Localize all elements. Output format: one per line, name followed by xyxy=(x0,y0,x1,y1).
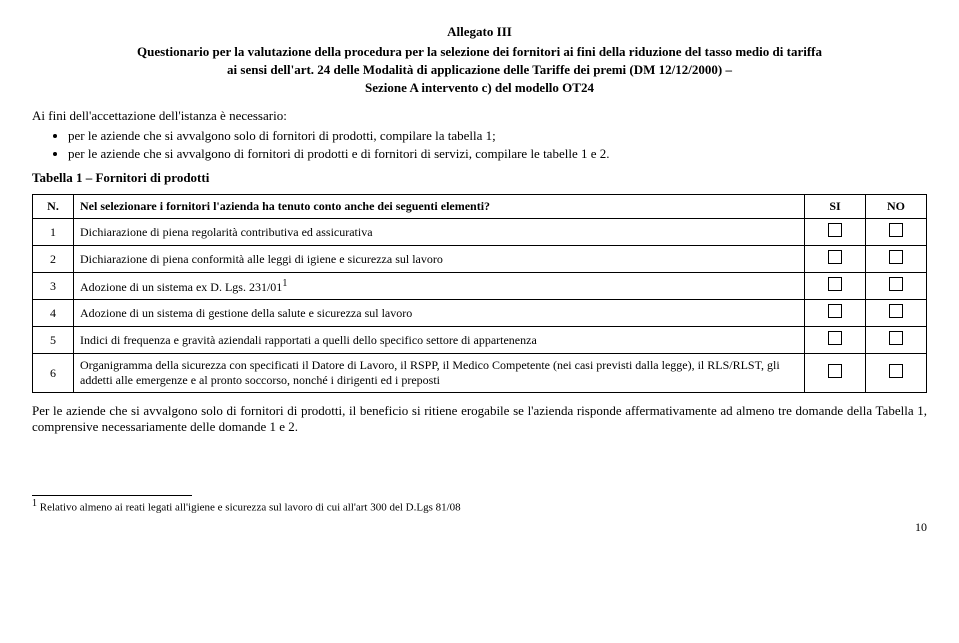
col-n: N. xyxy=(33,195,74,219)
table-header-row: N. Nel selezionare i fornitori l'azienda… xyxy=(33,195,927,219)
fornitori-table: N. Nel selezionare i fornitori l'azienda… xyxy=(32,194,927,393)
checkbox-icon[interactable] xyxy=(828,331,842,345)
checkbox-cell-si[interactable] xyxy=(805,246,866,273)
page-number: 10 xyxy=(32,520,927,535)
bullet-item: per le aziende che si avvalgono di forni… xyxy=(68,146,927,162)
table-row: 1Dichiarazione di piena regolarità contr… xyxy=(33,219,927,246)
checkbox-cell-si[interactable] xyxy=(805,354,866,393)
bullet-item: per le aziende che si avvalgono solo di … xyxy=(68,128,927,144)
checkbox-icon[interactable] xyxy=(828,277,842,291)
col-question: Nel selezionare i fornitori l'azienda ha… xyxy=(74,195,805,219)
checkbox-icon[interactable] xyxy=(828,364,842,378)
table-row: 4Adozione di un sistema di gestione dell… xyxy=(33,300,927,327)
checkbox-cell-no[interactable] xyxy=(866,273,927,300)
row-question: Indici di frequenza e gravità aziendali … xyxy=(74,327,805,354)
checkbox-icon[interactable] xyxy=(889,331,903,345)
checkbox-cell-no[interactable] xyxy=(866,300,927,327)
checkbox-icon[interactable] xyxy=(828,223,842,237)
checkbox-icon[interactable] xyxy=(889,277,903,291)
row-number: 6 xyxy=(33,354,74,393)
row-question: Adozione di un sistema di gestione della… xyxy=(74,300,805,327)
bullet-list: per le aziende che si avvalgono solo di … xyxy=(32,128,927,162)
checkbox-cell-no[interactable] xyxy=(866,219,927,246)
table-row: 5Indici di frequenza e gravità aziendali… xyxy=(33,327,927,354)
row-number: 2 xyxy=(33,246,74,273)
header-line3: Sezione A intervento c) del modello OT24 xyxy=(32,80,927,96)
checkbox-icon[interactable] xyxy=(828,304,842,318)
table-row: 3Adozione di un sistema ex D. Lgs. 231/0… xyxy=(33,273,927,300)
header-line1: Questionario per la valutazione della pr… xyxy=(32,44,927,60)
closing-paragraph: Per le aziende che si avvalgono solo di … xyxy=(32,403,927,435)
checkbox-icon[interactable] xyxy=(889,223,903,237)
allegato-title: Allegato III xyxy=(32,24,927,40)
col-si: SI xyxy=(805,195,866,219)
row-question: Dichiarazione di piena regolarità contri… xyxy=(74,219,805,246)
checkbox-icon[interactable] xyxy=(889,250,903,264)
checkbox-cell-si[interactable] xyxy=(805,300,866,327)
header-line2: ai sensi dell'art. 24 delle Modalità di … xyxy=(32,62,927,78)
row-number: 4 xyxy=(33,300,74,327)
tabella-title: Tabella 1 – Fornitori di prodotti xyxy=(32,170,927,186)
table-row: 2Dichiarazione di piena conformità alle … xyxy=(33,246,927,273)
checkbox-icon[interactable] xyxy=(889,364,903,378)
row-number: 1 xyxy=(33,219,74,246)
col-no: NO xyxy=(866,195,927,219)
table-row: 6Organigramma della sicurezza con specif… xyxy=(33,354,927,393)
checkbox-icon[interactable] xyxy=(889,304,903,318)
checkbox-icon[interactable] xyxy=(828,250,842,264)
checkbox-cell-si[interactable] xyxy=(805,327,866,354)
footnote: 1 Relativo almeno ai reati legati all'ig… xyxy=(32,498,927,514)
row-number: 3 xyxy=(33,273,74,300)
footnote-separator xyxy=(32,495,192,496)
row-question: Organigramma della sicurezza con specifi… xyxy=(74,354,805,393)
checkbox-cell-no[interactable] xyxy=(866,246,927,273)
checkbox-cell-si[interactable] xyxy=(805,273,866,300)
intro-text: Ai fini dell'accettazione dell'istanza è… xyxy=(32,108,927,124)
row-question: Dichiarazione di piena conformità alle l… xyxy=(74,246,805,273)
footnote-ref: 1 xyxy=(282,278,287,289)
checkbox-cell-si[interactable] xyxy=(805,219,866,246)
checkbox-cell-no[interactable] xyxy=(866,354,927,393)
row-question: Adozione di un sistema ex D. Lgs. 231/01… xyxy=(74,273,805,300)
footnote-text: Relativo almeno ai reati legati all'igie… xyxy=(37,502,461,514)
checkbox-cell-no[interactable] xyxy=(866,327,927,354)
row-number: 5 xyxy=(33,327,74,354)
